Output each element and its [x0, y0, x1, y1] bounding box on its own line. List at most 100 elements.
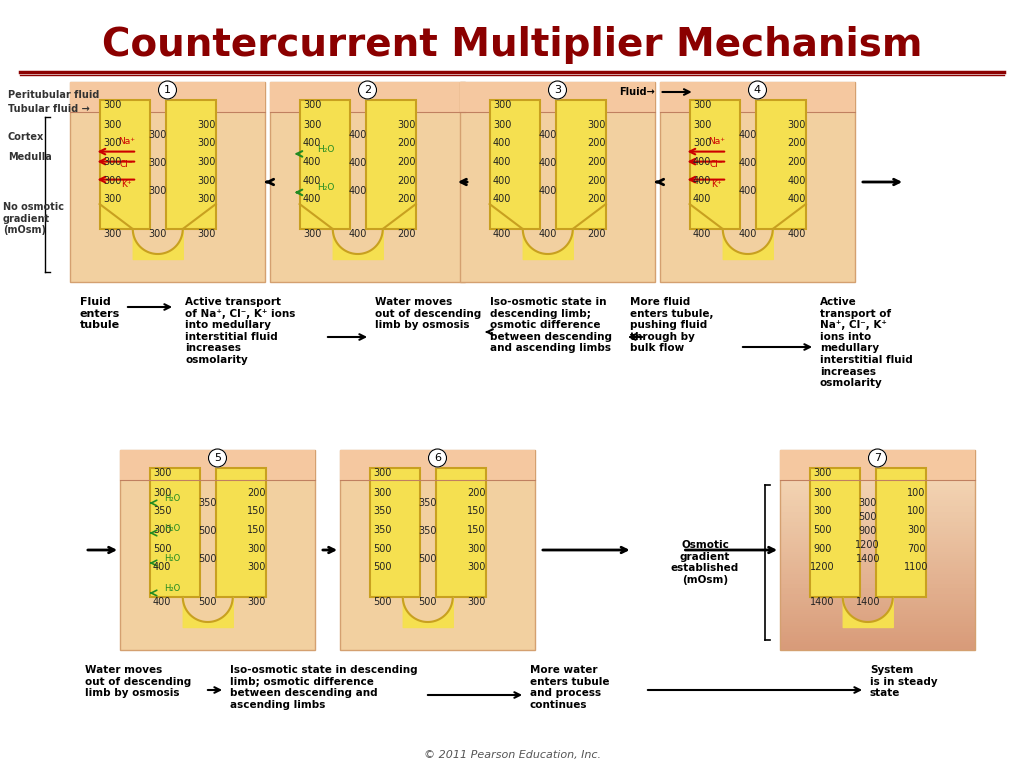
- Text: 400: 400: [539, 158, 557, 168]
- Text: 400: 400: [787, 194, 806, 204]
- Text: 300: 300: [103, 194, 121, 204]
- Circle shape: [549, 81, 566, 99]
- Text: 300: 300: [493, 100, 511, 110]
- Text: 300: 300: [467, 562, 485, 572]
- Text: 400: 400: [693, 229, 712, 239]
- Text: H₂O: H₂O: [165, 554, 181, 563]
- Text: 200: 200: [397, 157, 416, 167]
- Text: 400: 400: [348, 229, 367, 239]
- Text: 1400: 1400: [810, 597, 835, 607]
- Text: 200: 200: [587, 138, 605, 148]
- Text: 300: 300: [813, 488, 831, 498]
- Bar: [150, 468, 200, 597]
- Text: 300: 300: [693, 100, 712, 110]
- Text: H₂O: H₂O: [317, 145, 335, 154]
- Text: Cortex: Cortex: [8, 132, 44, 142]
- Text: Fluid
enters
tubule: Fluid enters tubule: [80, 297, 120, 330]
- Bar: [70, 82, 265, 282]
- Bar: [460, 82, 655, 112]
- Text: 300: 300: [153, 468, 171, 478]
- Text: 300: 300: [153, 488, 171, 498]
- Text: 200: 200: [587, 176, 605, 186]
- Text: 200: 200: [247, 488, 265, 498]
- Bar: [270, 82, 465, 282]
- Text: 300: 300: [247, 562, 265, 572]
- Text: 300: 300: [198, 176, 216, 186]
- Text: 2: 2: [364, 85, 371, 95]
- Text: 500: 500: [373, 597, 391, 607]
- Text: 300: 300: [103, 229, 121, 239]
- Text: 400: 400: [303, 194, 322, 204]
- Text: 400: 400: [493, 229, 511, 239]
- Text: © 2011 Pearson Education, Inc.: © 2011 Pearson Education, Inc.: [424, 750, 600, 760]
- FancyBboxPatch shape: [489, 100, 540, 229]
- Text: 300: 300: [373, 488, 391, 498]
- Bar: [660, 82, 855, 112]
- Text: 400: 400: [348, 130, 367, 140]
- Text: 1400: 1400: [855, 554, 880, 564]
- Text: 300: 300: [907, 525, 926, 535]
- Text: 200: 200: [587, 157, 605, 167]
- Text: Iso-osmotic state in descending
limb; osmotic difference
between descending and
: Iso-osmotic state in descending limb; os…: [230, 665, 418, 710]
- Circle shape: [358, 81, 377, 99]
- Text: 7: 7: [873, 453, 881, 463]
- Text: Water moves
out of descending
limb by osmosis: Water moves out of descending limb by os…: [85, 665, 191, 698]
- Text: 200: 200: [587, 229, 605, 239]
- Text: 500: 500: [373, 562, 391, 572]
- Text: 300: 300: [103, 157, 121, 167]
- Bar: [270, 82, 465, 112]
- Text: 300: 300: [148, 158, 167, 168]
- Text: 300: 300: [247, 544, 265, 554]
- FancyBboxPatch shape: [556, 100, 606, 229]
- Text: 300: 300: [693, 120, 712, 130]
- Text: 400: 400: [493, 194, 511, 204]
- Text: 5: 5: [214, 453, 221, 463]
- Text: 6: 6: [434, 453, 441, 463]
- Text: 1200: 1200: [855, 541, 880, 551]
- Text: System
is in steady
state: System is in steady state: [870, 665, 938, 698]
- Text: 300: 300: [153, 525, 171, 535]
- Text: 3: 3: [554, 85, 561, 95]
- Text: Fluid→: Fluid→: [618, 87, 654, 97]
- Text: Tubular fluid →: Tubular fluid →: [8, 104, 90, 114]
- Text: 400: 400: [693, 194, 712, 204]
- Text: Water moves
out of descending
limb by osmosis: Water moves out of descending limb by os…: [375, 297, 481, 330]
- Text: 400: 400: [738, 229, 757, 239]
- Bar: [120, 450, 315, 480]
- Text: 300: 300: [693, 138, 712, 148]
- Text: H₂O: H₂O: [165, 524, 181, 533]
- Text: 150: 150: [247, 525, 265, 535]
- Bar: [460, 82, 655, 282]
- Bar: [780, 450, 975, 650]
- Text: 500: 500: [199, 526, 217, 536]
- Text: 400: 400: [348, 158, 367, 168]
- Text: 300: 300: [587, 120, 605, 130]
- Text: 900: 900: [858, 526, 877, 536]
- Circle shape: [428, 449, 446, 467]
- Text: 500: 500: [858, 512, 877, 522]
- Text: 400: 400: [493, 138, 511, 148]
- Text: 300: 300: [103, 176, 121, 186]
- Text: 300: 300: [148, 130, 167, 140]
- Text: 300: 300: [103, 120, 121, 130]
- Bar: [370, 468, 420, 597]
- Text: 400: 400: [693, 176, 712, 186]
- Bar: [436, 468, 486, 597]
- Text: 350: 350: [419, 498, 437, 508]
- Text: 350: 350: [199, 498, 217, 508]
- Text: 300: 300: [493, 120, 511, 130]
- Text: Osmotic
gradient
established
(mOsm): Osmotic gradient established (mOsm): [671, 540, 739, 585]
- Text: 300: 300: [813, 468, 831, 478]
- Text: 400: 400: [738, 130, 757, 140]
- Text: 700: 700: [907, 544, 926, 554]
- Bar: [660, 82, 855, 282]
- Circle shape: [868, 449, 887, 467]
- FancyBboxPatch shape: [756, 100, 806, 229]
- Text: 1400: 1400: [855, 597, 880, 607]
- Text: 200: 200: [587, 194, 605, 204]
- Text: 300: 300: [198, 157, 216, 167]
- Text: 200: 200: [397, 194, 416, 204]
- Text: More fluid
enters tubule,
pushing fluid
through by
bulk flow: More fluid enters tubule, pushing fluid …: [630, 297, 714, 353]
- Text: 400: 400: [303, 138, 322, 148]
- Text: 500: 500: [153, 544, 171, 554]
